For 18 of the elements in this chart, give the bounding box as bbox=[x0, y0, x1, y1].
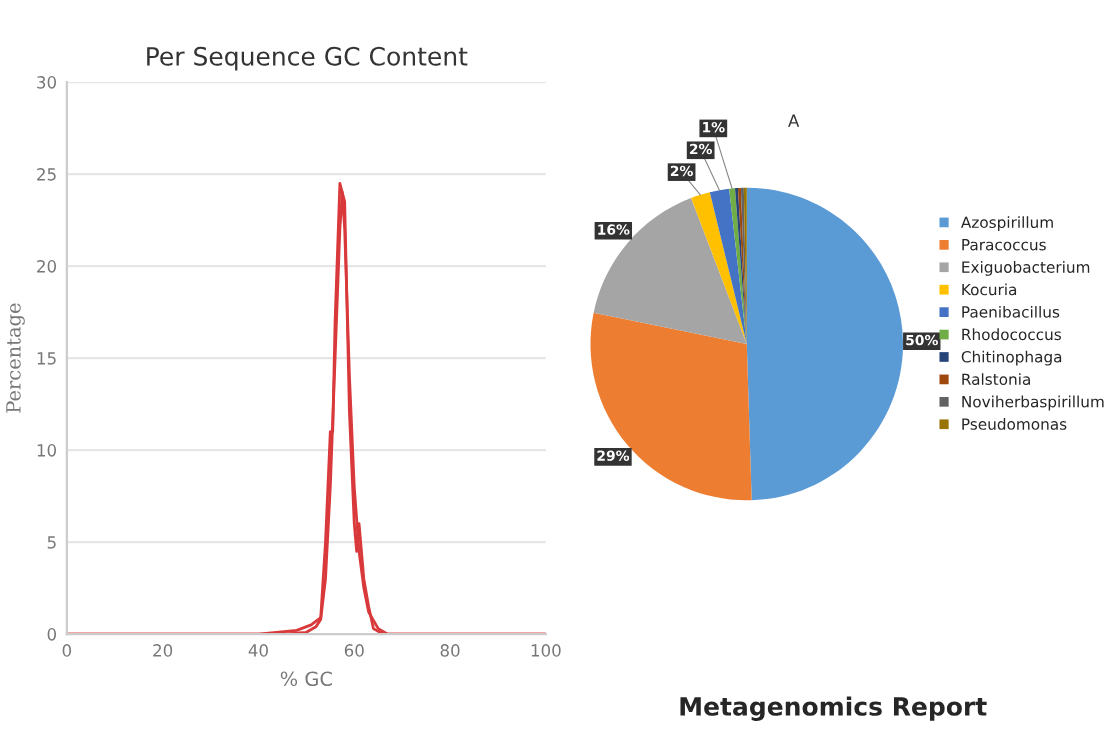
x-tick-label: 80 bbox=[440, 644, 460, 657]
x-tick-label: 20 bbox=[153, 644, 173, 657]
text: Metagenomics Report bbox=[680, 696, 987, 721]
y-axis-title: Percentage bbox=[6, 303, 25, 413]
x-tick-label: 60 bbox=[344, 644, 364, 657]
y-tick-label: 0 bbox=[47, 628, 57, 641]
x-tick-label: 100 bbox=[531, 644, 561, 657]
chart-title: Per Sequence GC Content bbox=[147, 46, 468, 71]
x-axis-title: % GC bbox=[280, 671, 332, 687]
y-tick-label: 15 bbox=[37, 352, 56, 365]
y-tick-label: 10 bbox=[37, 444, 57, 457]
y-tick-label: 5 bbox=[47, 536, 56, 549]
y-tick-label: 30 bbox=[37, 76, 57, 89]
y-tick-label: 20 bbox=[37, 260, 57, 273]
text: A bbox=[788, 114, 800, 127]
x-tick-label: 40 bbox=[248, 644, 268, 657]
x-tick-label: 0 bbox=[62, 644, 72, 657]
y-tick-label: 25 bbox=[37, 168, 56, 181]
